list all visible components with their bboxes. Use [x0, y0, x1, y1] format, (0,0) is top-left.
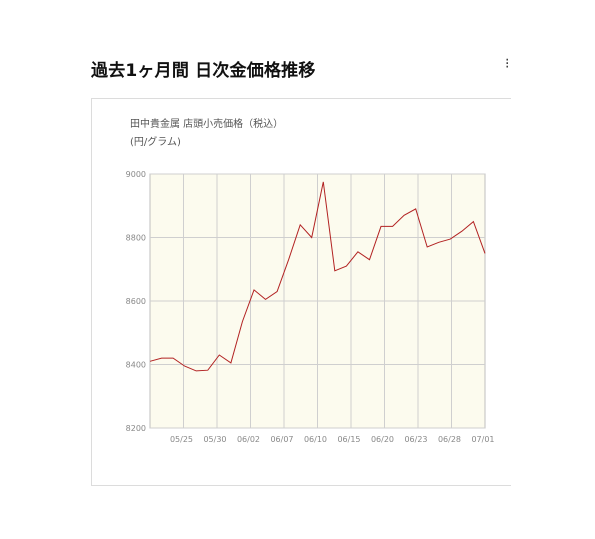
chart-unit-label: (円/グラム) — [130, 137, 181, 148]
chart-card: 田中貴金属 店頭小売価格（税込） (円/グラム) 9000 8800 8600 840… — [91, 98, 511, 486]
x-tick-label: 06/15 — [337, 435, 360, 444]
chart-title: 田中貴金属 店頭小売価格（税込） — [130, 119, 284, 130]
y-tick-label: 8200 — [126, 424, 146, 433]
gold-price-line-chart: 9000 8800 8600 8400 8200 05/25 05/30 06/02 06/07… — [126, 170, 495, 444]
overflow-menu-icon[interactable]: ⁝ — [505, 56, 510, 72]
x-tick-label: 06/23 — [404, 435, 427, 444]
x-tick-label: 05/30 — [203, 435, 226, 444]
y-tick-label: 8600 — [126, 297, 146, 306]
y-tick-label: 9000 — [126, 170, 146, 179]
x-tick-label: 06/10 — [304, 435, 327, 444]
x-tick-label: 06/02 — [237, 435, 260, 444]
x-tick-label: 05/25 — [170, 435, 193, 444]
x-tick-label: 06/20 — [371, 435, 394, 444]
y-tick-label: 8800 — [126, 234, 146, 243]
y-tick-label: 8400 — [126, 361, 146, 370]
price-series-line — [149, 181, 486, 372]
x-tick-label: 06/07 — [270, 435, 293, 444]
x-tick-label: 07/01 — [471, 435, 494, 444]
section-title: 過去1ヶ月間 日次金価格推移 — [91, 61, 316, 81]
x-tick-label: 06/28 — [438, 435, 461, 444]
